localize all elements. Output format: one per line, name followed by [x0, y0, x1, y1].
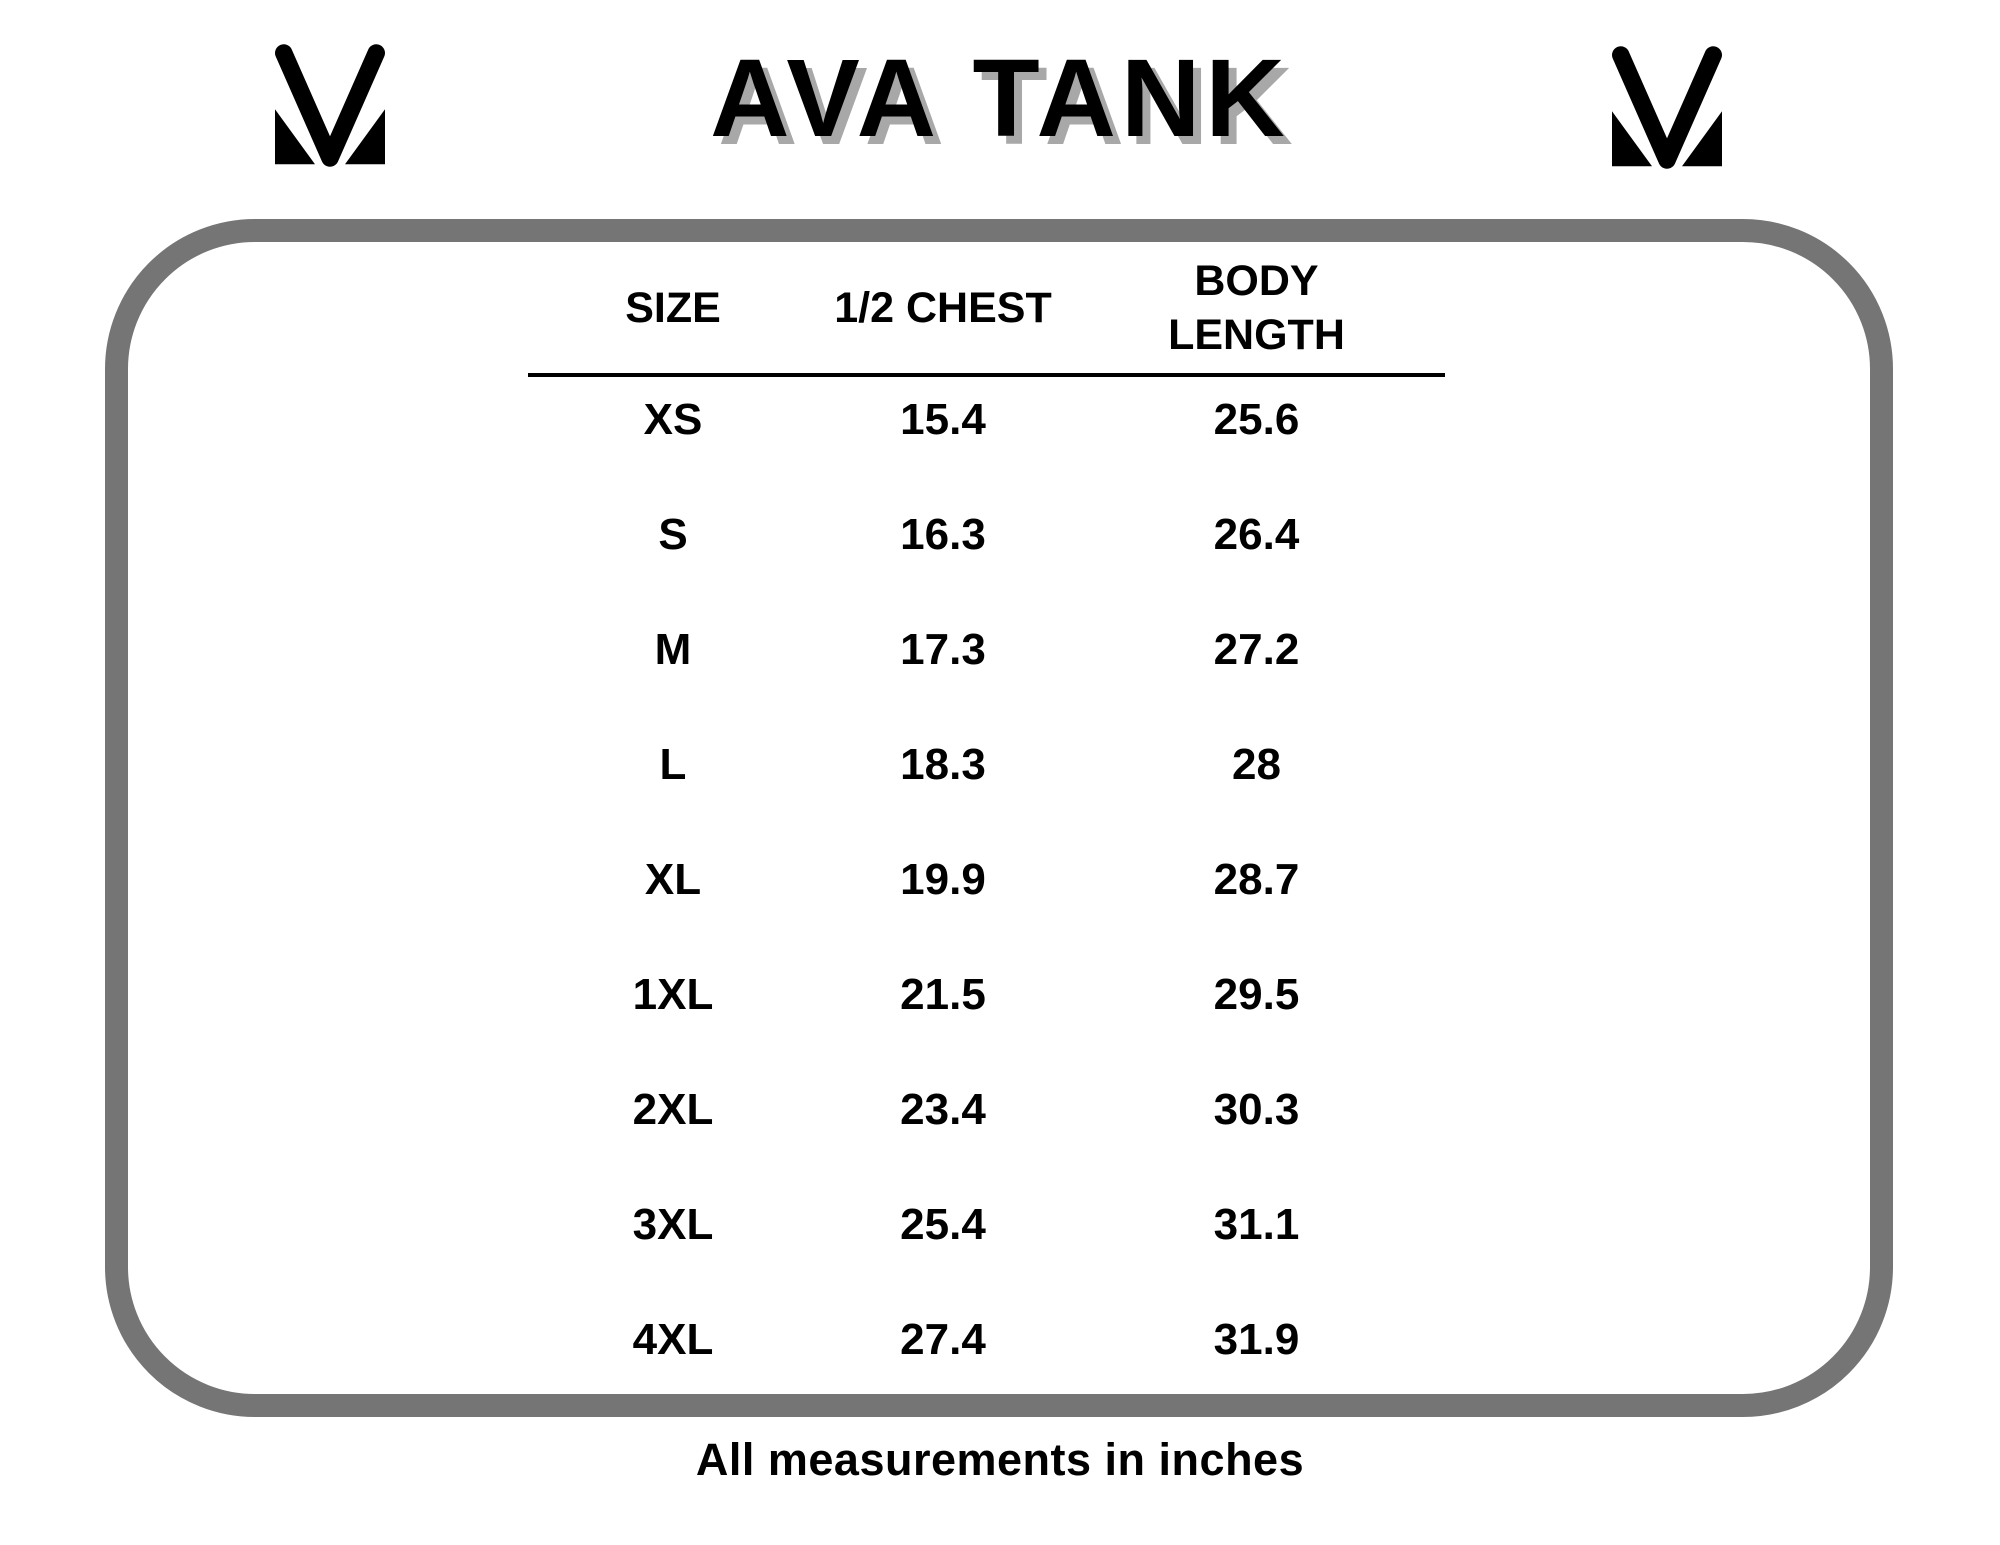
column-header-body-length: BODY LENGTH [1168, 256, 1345, 359]
body-length-cell: 25.6 [1213, 394, 1300, 444]
size-table: SIZE 1/2 CHEST BODY LENGTH XS 15.4 25.6 … [528, 244, 1445, 1397]
mv-monogram-logo-right [1602, 45, 1732, 170]
body-length-cell: 31.1 [1213, 1199, 1300, 1249]
half-chest-cell: 25.4 [900, 1199, 986, 1249]
table-body: XS 15.4 25.6 S 16.3 26.4 M 17.3 27.2 L 1… [528, 362, 1445, 1397]
half-chest-cell: 17.3 [900, 624, 986, 674]
logo-left-triangle [275, 109, 315, 165]
table-header-row: SIZE 1/2 CHEST BODY LENGTH [528, 244, 1445, 373]
half-chest-cell: 21.5 [900, 969, 986, 1019]
body-length-cell: 27.2 [1213, 624, 1300, 674]
size-cell: XS [643, 394, 703, 444]
size-cell: S [658, 509, 688, 559]
table-row: L 18.3 28 [528, 707, 1445, 822]
measurement-units-note: All measurements in inches [695, 1434, 1305, 1485]
size-cell: 2XL [632, 1084, 714, 1134]
column-header-size: SIZE [625, 283, 721, 332]
body-length-cell: 31.9 [1213, 1314, 1300, 1364]
body-length-cell: 29.5 [1213, 969, 1300, 1019]
logo-right-triangle [345, 109, 385, 165]
table-row: M 17.3 27.2 [528, 592, 1445, 707]
half-chest-cell: 19.9 [900, 854, 986, 904]
table-row: 1XL 21.5 29.5 [528, 937, 1445, 1052]
header-rule [528, 373, 1445, 377]
body-length-cell: 28 [1232, 739, 1281, 789]
size-cell: XL [644, 854, 702, 904]
half-chest-cell: 15.4 [900, 394, 986, 444]
half-chest-cell: 18.3 [900, 739, 986, 789]
table-row: XL 19.9 28.7 [528, 822, 1445, 937]
body-length-cell: 30.3 [1213, 1084, 1300, 1134]
body-length-cell: 26.4 [1213, 509, 1300, 559]
size-cell: L [659, 739, 687, 789]
size-cell: M [654, 624, 692, 674]
half-chest-cell: 16.3 [900, 509, 986, 559]
table-row: 2XL 23.4 30.3 [528, 1052, 1445, 1167]
table-row: S 16.3 26.4 [528, 477, 1445, 592]
page-title: AVA TANK [710, 37, 1290, 160]
logo-v-stroke [275, 44, 385, 167]
size-cell: 3XL [632, 1199, 714, 1249]
table-row: XS 15.4 25.6 [528, 362, 1445, 477]
table-row: 3XL 25.4 31.1 [528, 1167, 1445, 1282]
size-cell: 4XL [632, 1314, 714, 1364]
chart-frame [105, 219, 1893, 1417]
logo-left-triangle [1612, 111, 1652, 167]
logo-right-triangle [1682, 111, 1722, 167]
column-header-half-chest: 1/2 CHEST [834, 283, 1052, 332]
logo-v-stroke [1612, 46, 1722, 169]
mv-monogram-logo-left [265, 43, 395, 168]
size-cell: 1XL [632, 969, 714, 1019]
half-chest-cell: 23.4 [900, 1084, 986, 1134]
body-length-cell: 28.7 [1213, 854, 1300, 904]
table-row: 4XL 27.4 31.9 [528, 1282, 1445, 1397]
half-chest-cell: 27.4 [900, 1314, 986, 1364]
